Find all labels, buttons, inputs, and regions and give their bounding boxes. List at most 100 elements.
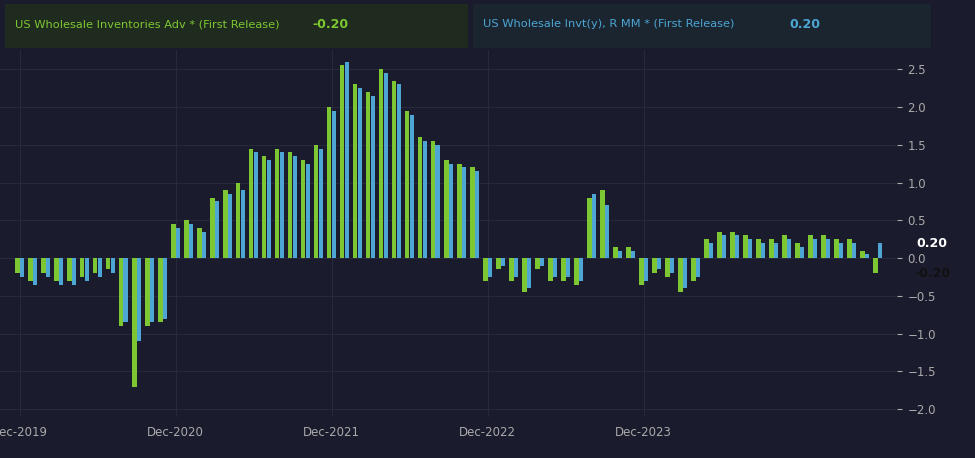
Bar (353, 84, 358, 258)
Bar (93, 258, 98, 273)
Bar (305, 164, 310, 258)
Bar (314, 145, 319, 258)
Bar (119, 258, 124, 326)
Bar (800, 247, 804, 258)
Bar (626, 247, 631, 258)
Bar (678, 258, 682, 292)
Bar (782, 235, 787, 258)
Bar (370, 96, 375, 258)
Bar (188, 224, 193, 258)
Bar (795, 243, 800, 258)
Bar (327, 107, 332, 258)
Bar (514, 258, 519, 277)
Bar (821, 235, 826, 258)
Text: US Wholesale Inventories Adv * (First Release): US Wholesale Inventories Adv * (First Re… (15, 19, 287, 29)
Bar (158, 258, 163, 322)
Bar (860, 251, 865, 258)
Bar (522, 258, 526, 292)
Bar (553, 258, 558, 277)
Bar (249, 148, 254, 258)
Bar (397, 84, 402, 258)
Bar (241, 190, 246, 258)
Bar (5, 4, 468, 48)
Bar (383, 73, 388, 258)
Bar (483, 258, 488, 281)
Bar (392, 81, 397, 258)
Text: Percent: Percent (852, 28, 897, 41)
Bar (319, 148, 324, 258)
Bar (475, 171, 480, 258)
Bar (136, 258, 141, 341)
Bar (604, 205, 609, 258)
Bar (807, 235, 812, 258)
Bar (210, 198, 214, 258)
Bar (470, 168, 475, 258)
Text: -0.20: -0.20 (914, 267, 951, 280)
Bar (670, 258, 675, 273)
Bar (98, 258, 102, 277)
Bar (566, 258, 570, 277)
Bar (300, 160, 305, 258)
Bar (344, 62, 349, 258)
Bar (873, 258, 878, 273)
Bar (534, 258, 539, 269)
Bar (690, 258, 695, 281)
Bar (20, 258, 24, 277)
Bar (748, 239, 753, 258)
Bar (85, 258, 90, 281)
Text: 0.20: 0.20 (916, 236, 948, 250)
Bar (110, 258, 115, 273)
Bar (461, 168, 466, 258)
Text: -0.20: -0.20 (312, 18, 348, 31)
Bar (417, 137, 422, 258)
Bar (66, 258, 71, 281)
Bar (222, 190, 227, 258)
Bar (292, 156, 297, 258)
Bar (176, 228, 180, 258)
Bar (41, 258, 46, 273)
Bar (878, 243, 882, 258)
Bar (704, 239, 709, 258)
Bar (665, 258, 670, 277)
Bar (509, 258, 514, 281)
Bar (773, 243, 778, 258)
Bar (473, 4, 931, 48)
Bar (80, 258, 85, 277)
Bar (448, 164, 453, 258)
Bar (734, 235, 739, 258)
Bar (149, 258, 154, 322)
Bar (612, 247, 617, 258)
Bar (197, 228, 202, 258)
Bar (717, 232, 722, 258)
Bar (46, 258, 51, 277)
Bar (846, 239, 851, 258)
Bar (366, 92, 370, 258)
Text: US Wholesale Invt(y), R MM * (First Release): US Wholesale Invt(y), R MM * (First Rele… (483, 19, 741, 29)
Bar (105, 258, 110, 269)
Bar (15, 258, 20, 273)
Bar (729, 232, 734, 258)
Bar (261, 156, 266, 258)
Bar (500, 258, 505, 266)
Bar (410, 114, 414, 258)
Bar (71, 258, 76, 284)
Bar (266, 160, 271, 258)
Bar (456, 164, 461, 258)
Bar (171, 224, 176, 258)
Bar (600, 190, 604, 258)
Bar (495, 258, 500, 269)
Bar (644, 258, 648, 281)
Bar (865, 254, 870, 258)
Bar (851, 243, 856, 258)
Bar (358, 88, 363, 258)
Bar (722, 235, 726, 258)
Bar (526, 258, 531, 289)
Bar (54, 258, 58, 281)
Bar (275, 148, 280, 258)
Bar (436, 145, 441, 258)
Bar (236, 183, 241, 258)
Bar (578, 258, 583, 281)
Bar (32, 258, 37, 284)
Bar (651, 258, 656, 273)
Bar (573, 258, 578, 284)
